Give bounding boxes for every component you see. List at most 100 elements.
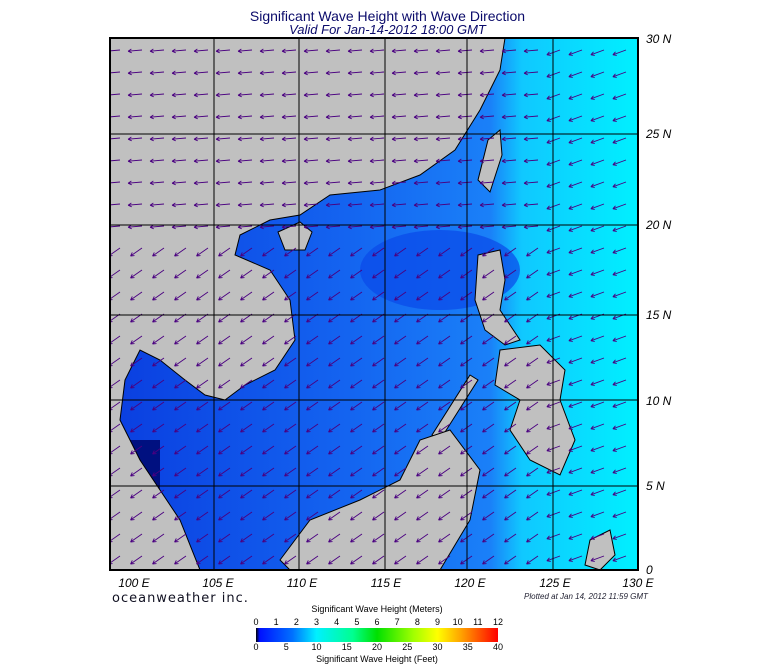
wave-direction-arrow	[215, 202, 231, 208]
wave-direction-arrow	[218, 467, 231, 477]
legend-meters-tick: 1	[273, 617, 279, 627]
wave-direction-arrow	[193, 48, 209, 54]
wave-direction-arrow	[612, 115, 627, 122]
wave-direction-arrow	[328, 467, 341, 477]
wave-direction-arrow	[482, 401, 495, 411]
wave-direction-arrow	[460, 489, 473, 499]
wave-direction-arrow	[130, 555, 143, 565]
wave-direction-arrow	[174, 247, 187, 257]
land-taiwan	[477, 128, 503, 193]
wave-direction-arrow	[479, 202, 495, 208]
wave-direction-arrow	[127, 92, 143, 98]
wave-direction-arrow	[501, 202, 517, 208]
wave-direction-arrow	[196, 357, 209, 367]
wave-direction-arrow	[394, 291, 407, 301]
wave-direction-arrow	[394, 379, 407, 389]
wave-direction-arrow	[612, 379, 627, 386]
legend-meters-tick: 7	[394, 617, 400, 627]
wave-direction-arrow	[460, 335, 473, 345]
wave-direction-arrow	[526, 445, 539, 455]
wave-direction-arrow	[347, 48, 363, 54]
wave-direction-arrow	[130, 357, 143, 367]
wave-direction-arrow	[281, 92, 297, 98]
wave-direction-arrow	[482, 511, 495, 521]
legend-feet-tick: 30	[432, 642, 443, 652]
wave-direction-arrow	[303, 48, 319, 54]
wave-direction-arrow	[259, 92, 275, 98]
wave-direction-arrow	[612, 93, 627, 100]
wave-direction-arrow	[350, 423, 363, 433]
wave-direction-arrow	[284, 335, 297, 345]
wave-direction-arrow	[394, 533, 407, 543]
wave-direction-arrow	[391, 136, 407, 142]
legend-feet-tick: 0	[253, 642, 259, 652]
wave-direction-arrow	[438, 489, 451, 499]
wave-direction-arrow	[590, 115, 605, 122]
wave-direction-arrow	[394, 467, 407, 477]
wave-direction-arrow	[152, 269, 165, 279]
legend-meters-tick: 0	[253, 617, 259, 627]
wave-direction-arrow	[193, 70, 209, 76]
wave-direction-arrow	[240, 489, 253, 499]
wave-direction-arrow	[262, 247, 275, 257]
wave-direction-arrow	[237, 180, 253, 186]
wave-direction-arrow	[568, 335, 583, 342]
wave-direction-arrow	[196, 335, 209, 345]
lat-label: 0	[646, 563, 653, 577]
wave-direction-arrow	[174, 555, 187, 565]
wave-direction-arrow	[504, 423, 517, 433]
wave-direction-arrow	[171, 48, 187, 54]
wave-direction-arrow	[306, 269, 319, 279]
map-title: Significant Wave Height with Wave Direct…	[249, 8, 526, 24]
wave-direction-arrow	[568, 467, 583, 474]
lat-label: 25 N	[646, 127, 672, 141]
wave-direction-arrow	[457, 158, 473, 164]
wave-direction-arrow	[479, 48, 495, 54]
wave-direction-arrow	[262, 555, 275, 565]
wave-direction-arrow	[325, 114, 341, 120]
wave-direction-arrow	[435, 202, 451, 208]
wave-direction-arrow	[501, 136, 517, 142]
legend-meters-tick: 8	[414, 617, 420, 627]
wave-direction-arrow	[196, 511, 209, 521]
wave-direction-arrow	[306, 467, 319, 477]
legend-meters-tick: 5	[354, 617, 360, 627]
map-frame	[109, 37, 639, 571]
wave-direction-arrow	[328, 533, 341, 543]
plotted-timestamp: Plotted at Jan 14, 2012 11:59 GMT	[524, 592, 648, 601]
wave-direction-arrow	[612, 357, 627, 364]
wave-direction-arrow	[306, 291, 319, 301]
land-borneo	[279, 429, 481, 570]
lon-label: 100 E	[118, 576, 150, 590]
wave-direction-arrow	[590, 511, 605, 518]
wave-direction-arrow	[482, 423, 495, 433]
wave-direction-arrow	[568, 511, 583, 518]
wave-direction-arrow	[130, 269, 143, 279]
wave-direction-arrow	[215, 70, 231, 76]
wave-direction-arrow	[460, 511, 473, 521]
wave-direction-arrow	[240, 335, 253, 345]
wave-direction-arrow	[110, 159, 121, 162]
wave-direction-arrow	[568, 445, 583, 452]
wave-direction-arrow	[350, 357, 363, 367]
wave-direction-arrow	[347, 70, 363, 76]
wave-direction-arrow	[152, 489, 165, 499]
wave-direction-arrow	[240, 445, 253, 455]
wave-direction-arrow	[590, 489, 605, 496]
wave-direction-arrow	[171, 70, 187, 76]
wave-direction-arrow	[523, 180, 539, 186]
lon-label: 115 E	[370, 576, 402, 590]
wave-direction-arrow	[438, 467, 451, 477]
lat-label: 15 N	[646, 308, 672, 322]
wave-direction-arrow	[237, 136, 253, 142]
wave-direction-arrow	[262, 467, 275, 477]
wave-direction-arrow	[612, 49, 627, 56]
wave-direction-arrow	[568, 203, 583, 210]
wave-direction-arrow	[391, 114, 407, 120]
wave-direction-arrow	[262, 489, 275, 499]
lat-label: 20 N	[646, 218, 672, 232]
wave-direction-arrow	[350, 511, 363, 521]
wave-direction-arrow	[325, 158, 341, 164]
wave-direction-arrow	[218, 357, 231, 367]
wave-direction-arrow	[590, 49, 605, 56]
